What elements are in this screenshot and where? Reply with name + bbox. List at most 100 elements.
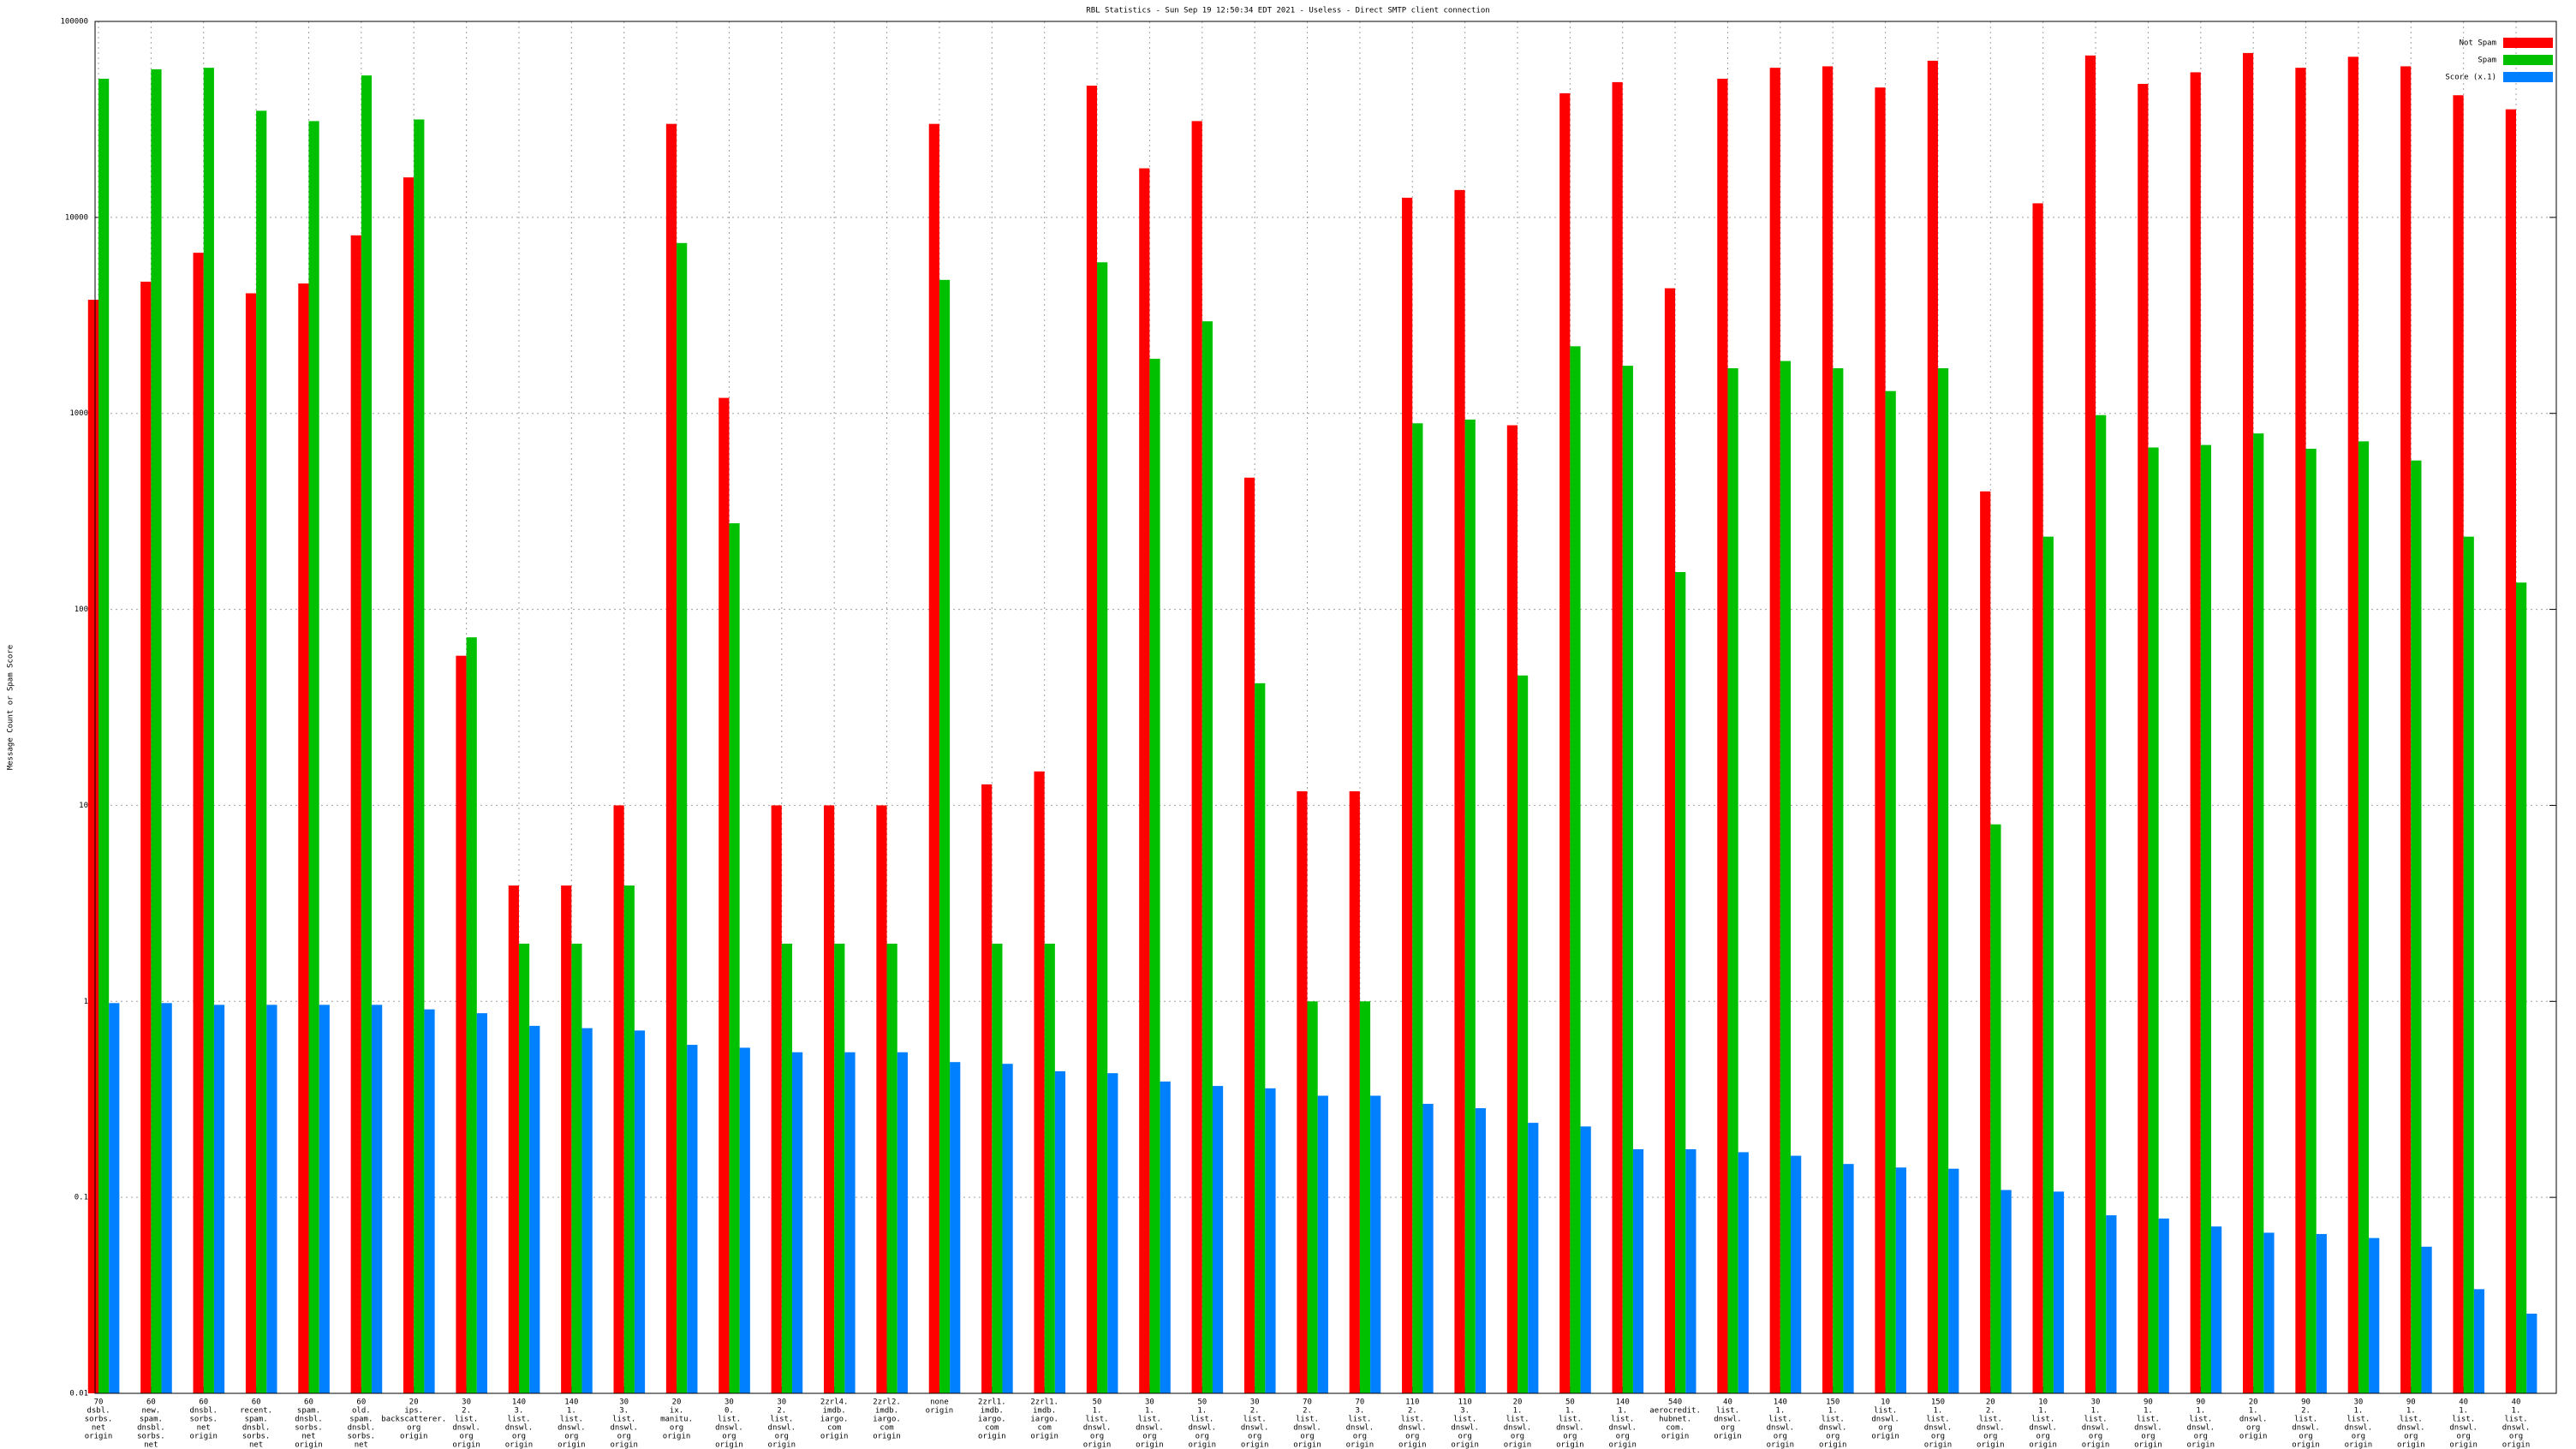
x-tick-label: 30 (1145, 1398, 1154, 1407)
bar (266, 1005, 277, 1393)
bar (2463, 536, 2474, 1393)
x-tick-label: origin (1924, 1441, 1953, 1449)
x-tick-label: origin (2502, 1441, 2531, 1449)
bar (1622, 366, 1633, 1394)
x-tick-label: 1. (2196, 1407, 2205, 1416)
x-tick-label: 20 (1513, 1398, 1523, 1407)
y-tick-label: 10 (79, 802, 88, 810)
bar (1769, 68, 1780, 1393)
x-tick-label: list. (1926, 1416, 1949, 1424)
x-tick-label: dnsbl. (137, 1424, 165, 1433)
x-tick-label: dnswl. (2292, 1424, 2320, 1433)
bar (372, 1005, 383, 1393)
x-tick-label: dnswl. (715, 1424, 743, 1433)
x-tick-label: list. (1979, 1416, 2002, 1424)
x-tick-label: 70 (1355, 1398, 1364, 1407)
x-tick-label: imdb. (1033, 1407, 1056, 1416)
x-tick-label: dnswl. (610, 1424, 638, 1433)
x-tick-label: 20 (672, 1398, 682, 1407)
bar (2263, 1232, 2275, 1393)
bar (1160, 1081, 1171, 1393)
x-tick-label: ix. (670, 1407, 683, 1416)
x-tick-label: origin (1241, 1441, 1269, 1449)
x-tick-label: 1. (1565, 1407, 1575, 1416)
bar (1464, 419, 1476, 1393)
bar (677, 242, 688, 1393)
x-tick-label: origin (2187, 1441, 2215, 1449)
bar (823, 805, 835, 1393)
x-tick-label: imdb. (875, 1407, 898, 1416)
x-tick-label: manitu. (660, 1416, 693, 1424)
bar (476, 1013, 487, 1393)
bar (2453, 95, 2464, 1394)
bar (1402, 197, 1413, 1394)
x-tick-label: imdb. (981, 1407, 1004, 1416)
x-tick-label: 60 (304, 1398, 313, 1407)
bar (2316, 1233, 2327, 1393)
x-tick-label: origin (1346, 1441, 1374, 1449)
x-tick-label: 2. (1408, 1407, 1417, 1416)
x-tick-label: sorbs. (295, 1424, 323, 1433)
bar (414, 119, 425, 1393)
bar (886, 943, 897, 1393)
x-tick-label: origin (295, 1441, 323, 1449)
x-tick-label: list. (718, 1416, 741, 1424)
x-tick-label: sorbs. (242, 1433, 271, 1441)
x-tick-label: dnswl. (2134, 1424, 2162, 1433)
x-tick-label: 3. (619, 1407, 629, 1416)
bar (1002, 1064, 1013, 1393)
x-tick-label: dnswl. (1136, 1424, 1164, 1433)
x-tick-label: net (144, 1441, 158, 1449)
bar (2053, 1191, 2065, 1393)
x-tick-label: origin (2082, 1441, 2110, 1449)
bar (1517, 675, 1529, 1393)
x-tick-label: 2. (1303, 1407, 1312, 1416)
x-tick-label: org (2036, 1433, 2050, 1441)
x-tick-label: dnswl. (1398, 1424, 1427, 1433)
y-axis-label: Message Count or Spam Score (7, 645, 15, 770)
x-tick-label: 3. (1355, 1407, 1364, 1416)
bar (1149, 358, 1160, 1393)
bar (361, 75, 373, 1393)
bar (109, 1003, 120, 1393)
x-tick-label: 30 (619, 1398, 629, 1407)
x-tick-label: org (2457, 1433, 2471, 1441)
bar (2400, 66, 2412, 1394)
x-tick-label: origin (2345, 1441, 2373, 1449)
x-tick-label: list. (1874, 1407, 1897, 1416)
bar (1980, 491, 1991, 1394)
x-tick-label: origin (452, 1441, 480, 1449)
x-tick-label: origin (663, 1433, 691, 1441)
bar (213, 1005, 225, 1393)
x-tick-label: 140 (1616, 1398, 1630, 1407)
bar (1317, 1095, 1328, 1393)
bar (466, 637, 477, 1393)
bar (1937, 367, 1949, 1394)
bar (1675, 572, 1686, 1393)
x-tick-label: origin (978, 1433, 1006, 1441)
bar (1717, 78, 1728, 1393)
x-tick-label: origin (1136, 1441, 1164, 1449)
x-tick-label: dsbl. (86, 1407, 110, 1416)
x-tick-label: origin (2292, 1441, 2320, 1449)
bar (739, 1047, 750, 1393)
bar (2106, 1215, 2117, 1393)
bar (2421, 1246, 2432, 1393)
x-tick-label: 2zrl4. (820, 1398, 849, 1407)
legend-label: Not Spam (2460, 39, 2496, 48)
x-tick-label: origin (2397, 1441, 2425, 1449)
x-tick-label: net (355, 1441, 368, 1449)
bar (561, 886, 572, 1393)
x-tick-label: 140 (1774, 1398, 1787, 1407)
x-tick-label: 70 (1303, 1398, 1312, 1407)
x-tick-label: old. (352, 1407, 371, 1416)
x-tick-label: 2zrl1. (1030, 1398, 1058, 1407)
x-tick-label: com (1038, 1424, 1052, 1433)
bar (844, 1052, 856, 1393)
bar (2211, 1226, 2222, 1393)
x-tick-label: 90 (2406, 1398, 2416, 1407)
bar (1685, 1148, 1696, 1393)
x-tick-label: 2. (777, 1407, 786, 1416)
bar (1822, 66, 1834, 1394)
x-tick-label: dnswl. (2239, 1416, 2268, 1424)
